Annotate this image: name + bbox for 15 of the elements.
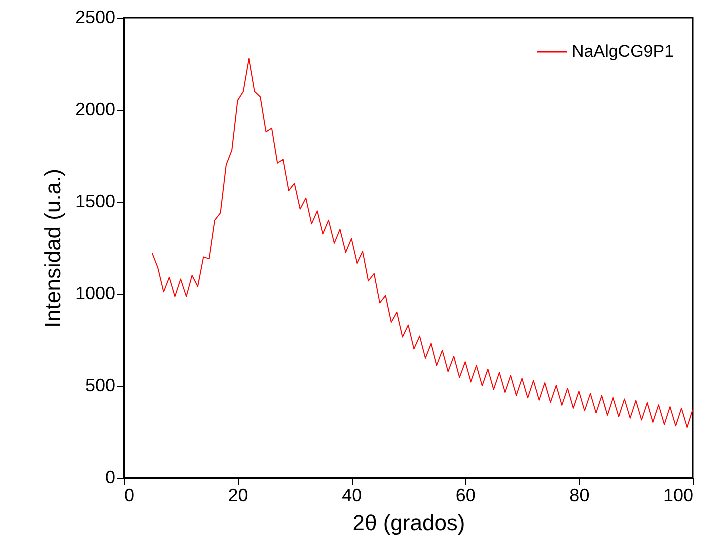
x-tick-label: 20 bbox=[228, 486, 248, 506]
y-tick-label: 2000 bbox=[75, 100, 116, 120]
x-axis-title: 2θ (grados) bbox=[352, 510, 466, 536]
y-tick-label: 500 bbox=[85, 376, 116, 396]
y-tick-label: 2500 bbox=[75, 8, 116, 28]
x-tick-label: 0 bbox=[124, 486, 135, 506]
x-tick-label: 100 bbox=[663, 486, 694, 506]
x-tick-label: 80 bbox=[570, 486, 590, 506]
y-tick-label: 1500 bbox=[75, 192, 116, 212]
y-axis-title: Intensidad (u.a.) bbox=[40, 169, 66, 328]
y-tick-label: 1000 bbox=[75, 284, 116, 304]
legend-label: NaAlgCG9P1 bbox=[572, 42, 674, 61]
x-tick-label: 60 bbox=[456, 486, 476, 506]
y-tick-label: 0 bbox=[105, 468, 116, 488]
x-tick-label: 40 bbox=[342, 486, 362, 506]
